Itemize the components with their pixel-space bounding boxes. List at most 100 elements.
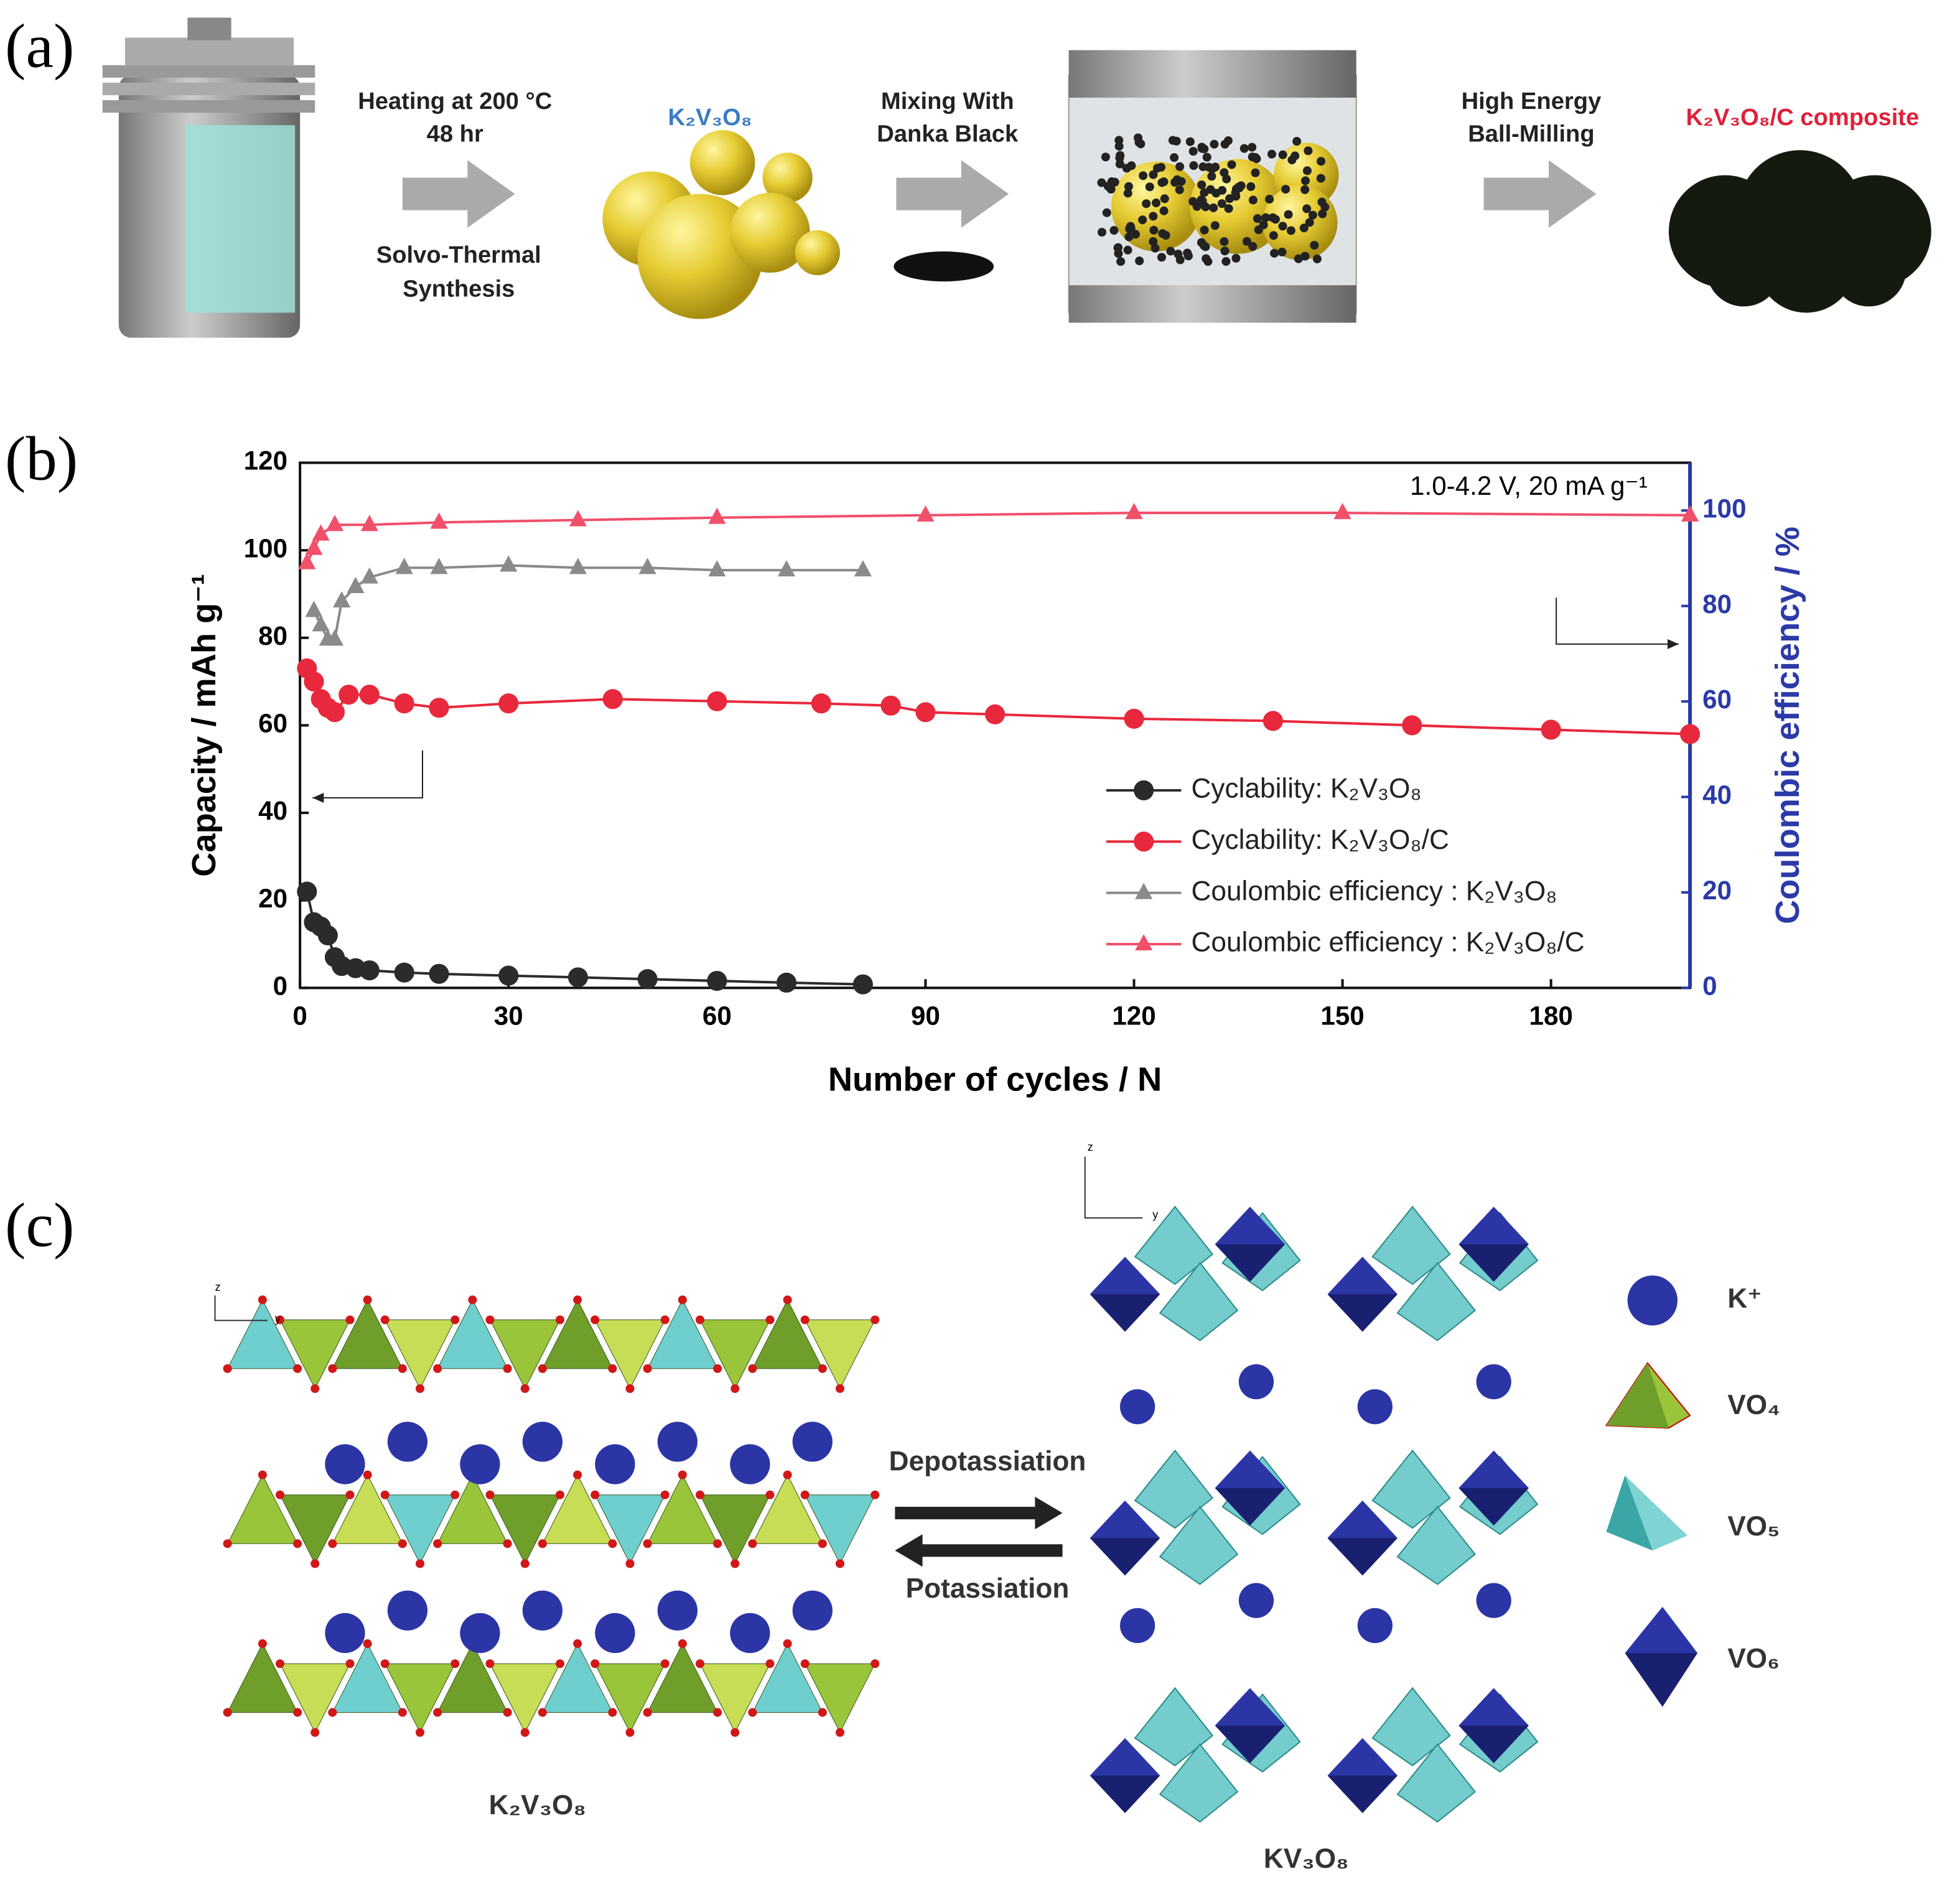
oxygen: [590, 1315, 600, 1324]
carbon-particle: [1152, 199, 1161, 208]
legend-label: Cyclability: K₂V₃O₈/C: [1192, 825, 1449, 855]
oxygen: [783, 1470, 792, 1479]
oxygen: [765, 1315, 775, 1324]
oxygen: [485, 1490, 495, 1499]
oxygen: [468, 1295, 477, 1304]
carbon-particle: [1107, 177, 1116, 186]
carbon-particle: [1302, 204, 1312, 213]
crystal-structures: [223, 1206, 1539, 1823]
carbon-particle: [1286, 226, 1295, 235]
oxygen: [503, 1708, 512, 1717]
carbon-particle: [1142, 199, 1151, 208]
point: [304, 672, 324, 692]
oxygen: [223, 1708, 232, 1717]
oxygen: [503, 1539, 512, 1548]
x-tick-label: 90: [911, 1001, 940, 1031]
carbon-particle: [1188, 147, 1198, 156]
carbon-particle: [1300, 251, 1310, 261]
point: [1402, 715, 1422, 736]
carbon-particle: [1097, 228, 1107, 237]
oxygen: [328, 1539, 337, 1548]
carbon-particle: [1113, 243, 1122, 253]
oxygen: [608, 1364, 617, 1374]
carbon-particle: [1248, 241, 1258, 251]
carbon-particle: [1284, 210, 1293, 219]
point: [325, 629, 344, 646]
oxygen: [398, 1539, 407, 1548]
point: [324, 702, 345, 723]
polyhedron: [1159, 1743, 1239, 1823]
oxygen: [415, 1384, 425, 1393]
carbon-particle: [1115, 159, 1124, 169]
polyhedron: [1371, 1687, 1451, 1767]
step-text: Danka Black: [877, 120, 1019, 147]
carbon-particle: [1127, 161, 1136, 171]
polyhedron: [1371, 1206, 1451, 1285]
polyhedron: [1396, 1506, 1476, 1585]
point: [347, 576, 365, 594]
carbon-particle: [1317, 157, 1326, 166]
oxygen: [345, 1659, 355, 1669]
carbon-particle: [1209, 203, 1218, 212]
oxygen: [818, 1708, 827, 1717]
arrow: [895, 1496, 1063, 1530]
y2-tick-label: 100: [1702, 494, 1746, 523]
oxygen: [625, 1384, 635, 1393]
carbon-particle: [1261, 213, 1271, 222]
oxygen: [293, 1539, 302, 1548]
oxygen: [625, 1559, 635, 1568]
carbon-particle: [1159, 206, 1169, 215]
point: [1124, 708, 1144, 729]
point: [498, 965, 519, 986]
ball-mill: [1068, 50, 1357, 323]
axis-glyph: [214, 1295, 268, 1321]
polyhedron: [437, 1642, 508, 1713]
carbon-particle: [1292, 136, 1302, 146]
carbon-particle: [1170, 153, 1179, 162]
oxygen: [800, 1490, 810, 1499]
carbon-particle: [1277, 247, 1287, 257]
oxygen: [520, 1728, 530, 1737]
arrow: [1483, 160, 1597, 228]
oxygen: [275, 1315, 285, 1324]
carbon-particle: [1197, 180, 1206, 190]
carbon-particle: [1251, 168, 1260, 177]
oxygen: [748, 1539, 757, 1548]
carbon-particle: [1221, 257, 1231, 266]
carbon-particle: [1175, 162, 1185, 171]
oxygen: [660, 1490, 670, 1499]
potassium: [325, 1444, 365, 1484]
polyhedron: [594, 1319, 666, 1390]
point: [1262, 711, 1283, 731]
oxygen: [275, 1659, 285, 1669]
carbon-particle: [1265, 195, 1274, 204]
potassium: [1120, 1389, 1155, 1425]
axis-letter: z: [1088, 1141, 1093, 1153]
potassium: [730, 1444, 770, 1484]
carbon-particle: [1197, 144, 1206, 153]
point: [498, 693, 519, 714]
polyhedron: [226, 1474, 298, 1544]
potassium: [387, 1422, 428, 1462]
polyhedron: [1371, 1449, 1451, 1529]
oxygen: [835, 1384, 845, 1393]
potassium: [460, 1613, 500, 1654]
carbon-particle: [1312, 255, 1322, 264]
carbon-particle: [1189, 161, 1198, 171]
polyhedron: [332, 1642, 403, 1713]
carbon-particle: [1185, 137, 1195, 146]
point: [338, 685, 359, 705]
oxygen: [660, 1659, 670, 1669]
polyhedron: [1396, 1743, 1476, 1823]
carbon-particle: [1302, 166, 1312, 176]
oxygen: [818, 1364, 827, 1374]
carbon-particle: [1149, 237, 1158, 246]
oxygen: [450, 1315, 460, 1324]
oxygen: [485, 1659, 495, 1669]
carbon-particle: [1259, 220, 1268, 230]
polyhedron: [1159, 1262, 1239, 1342]
polyhedron: [699, 1494, 771, 1565]
carbon-particle: [1304, 146, 1313, 156]
carbon-particle: [1300, 176, 1310, 185]
step-text: Solvo-Thermal: [376, 241, 541, 268]
